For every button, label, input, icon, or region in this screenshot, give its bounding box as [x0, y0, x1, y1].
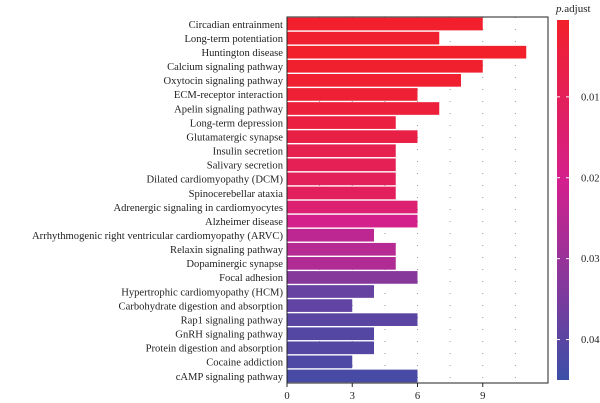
- bar: [287, 116, 396, 129]
- category-label: Oxytocin signaling pathway: [164, 76, 284, 87]
- category-label: Glutamatergic synapse: [186, 132, 283, 143]
- bar: [287, 88, 418, 101]
- bar: [287, 158, 396, 172]
- x-tick-label: 9: [480, 391, 485, 402]
- x-tick-label: 3: [350, 391, 355, 402]
- bar: [287, 102, 440, 115]
- category-label: Arrhythmogenic right ventricular cardiom…: [32, 231, 283, 242]
- category-label: Calcium signaling pathway: [167, 62, 284, 73]
- bar: [287, 214, 418, 228]
- bar: [287, 341, 374, 355]
- category-label: Protein digestion and absorption: [146, 344, 284, 355]
- bar: [287, 313, 418, 326]
- legend-colorbar: [557, 20, 569, 380]
- category-label: Huntington disease: [201, 48, 283, 59]
- legend-tick-label: 0.02: [581, 173, 600, 184]
- category-label: Insulin secretion: [213, 147, 284, 158]
- x-tick-label: 0: [284, 391, 289, 402]
- category-label: Long-term depression: [190, 118, 284, 129]
- legend-title-italic: p.: [555, 3, 564, 15]
- category-label: Adrenergic signaling in cardiomyocytes: [113, 203, 283, 214]
- bar: [287, 327, 374, 341]
- bar: [287, 31, 440, 45]
- bar: [287, 257, 396, 270]
- bar: [287, 285, 374, 298]
- bars-layer: [287, 17, 527, 383]
- bar: [287, 144, 396, 158]
- bar: [287, 74, 461, 87]
- bar: [287, 200, 418, 214]
- bar: [287, 130, 418, 143]
- legend-tick-label: 0.03: [581, 254, 600, 265]
- category-label: Focal adhesion: [219, 273, 284, 284]
- bar: [287, 299, 353, 312]
- x-axis: 0 3 6 9: [284, 383, 485, 402]
- category-label: Dilated cardiomyopathy (DCM): [146, 175, 283, 186]
- bar: [287, 369, 418, 383]
- color-legend: p.adjust 0.01 0.02 0.03 0.04: [555, 3, 600, 380]
- category-label: Apelin signaling pathway: [174, 104, 284, 115]
- legend-ticks: 0.01 0.02 0.03 0.04: [557, 92, 600, 346]
- category-labels: Circadian entrainment Long-term potentiat…: [32, 20, 284, 383]
- category-label: Dopaminergic synapse: [186, 259, 283, 270]
- category-label: Hypertrophic cardiomyopathy (HCM): [121, 287, 283, 298]
- category-label: Carbohydrate digestion and absorption: [119, 301, 284, 312]
- legend-title-rest: adjust: [564, 3, 590, 15]
- category-label: ECM-receptor interaction: [174, 90, 284, 101]
- bar: [287, 242, 396, 256]
- category-label: cAMP signaling pathway: [176, 372, 284, 383]
- legend-tick-label: 0.04: [581, 335, 600, 346]
- category-label: Long-term potentiation: [184, 34, 283, 45]
- bar: [287, 228, 374, 242]
- category-label: Circadian entrainment: [189, 20, 283, 31]
- category-label: Salivary secretion: [207, 161, 284, 172]
- bar: [287, 17, 483, 31]
- category-label: Cocaine addiction: [206, 358, 283, 369]
- bar: [287, 186, 396, 200]
- bar: [287, 172, 396, 186]
- bar: [287, 45, 527, 59]
- x-tick-label: 6: [415, 391, 420, 402]
- category-label: Relaxin signaling pathway: [170, 245, 284, 256]
- legend-tick-label: 0.01: [581, 92, 600, 103]
- bar: [287, 355, 353, 369]
- category-label: GnRH signaling pathway: [175, 330, 283, 341]
- category-label: Spinocerebellar ataxia: [189, 189, 284, 200]
- category-label: Alzheimer disease: [205, 217, 283, 228]
- legend-title: p.adjust: [555, 3, 591, 15]
- category-label: Rap1 signaling pathway: [181, 315, 284, 326]
- bar: [287, 59, 483, 73]
- bar: [287, 271, 418, 284]
